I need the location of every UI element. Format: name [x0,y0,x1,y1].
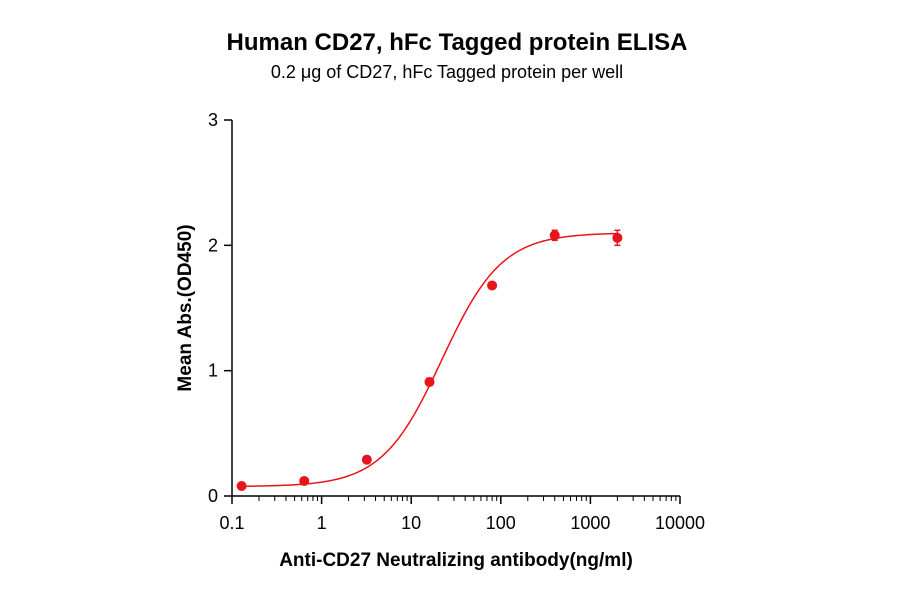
fit-curve [241,232,618,488]
data-point [487,280,498,291]
y-tick-label: 3 [208,110,218,130]
x-tick-label: 1 [317,513,327,533]
points-layer [236,229,623,491]
data-point [236,480,247,491]
y-tick-label: 0 [208,486,218,506]
x-tick-label: 1000 [570,513,610,533]
chart-title: Human CD27, hFc Tagged protein ELISA [227,29,688,56]
x-tick-label: 10 [401,513,421,533]
data-point [299,475,310,486]
chart-subtitle: 0.2 μg of CD27, hFc Tagged protein per w… [271,62,623,82]
data-point [612,232,623,243]
x-axis-label: Anti-CD27 Neutralizing antibody(ng/ml) [279,550,633,571]
y-tick-label: 1 [208,361,218,381]
x-tick-label: 100 [486,513,516,533]
data-point [549,230,560,241]
x-tick-label: 10000 [655,513,705,533]
data-point [361,454,372,465]
x-tick-label: 0.1 [219,513,244,533]
ticks-layer: 0.1 1 10 100 1000 10000 0 1 2 3 [208,110,705,533]
y-tick-label: 2 [208,235,218,255]
y-axis-label: Mean Abs.(OD450) [175,224,196,391]
data-point [424,376,435,387]
